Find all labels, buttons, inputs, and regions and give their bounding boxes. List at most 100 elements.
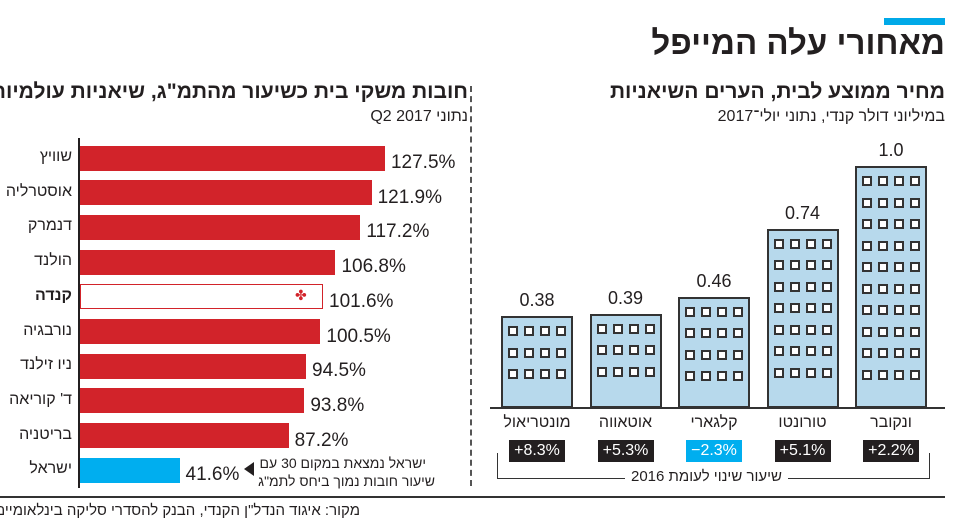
- window-icon: [910, 176, 920, 186]
- city-label: קלגארי: [690, 414, 738, 431]
- window-icon: [789, 281, 800, 292]
- window-icon: [862, 283, 872, 294]
- bar: [80, 319, 321, 344]
- window-icon: [821, 367, 832, 378]
- window-icon: [910, 283, 920, 294]
- window-icon: [524, 369, 534, 380]
- source: מקור: איגוד הנדל"ן הקנדי, הבנק להסדרי סל…: [0, 502, 360, 519]
- window-icon: [508, 326, 518, 337]
- bar-value-label: 94.5%: [312, 360, 366, 382]
- bar: [80, 353, 307, 379]
- bar-axis: [78, 138, 80, 488]
- window-icon: [733, 371, 743, 382]
- window-icon: [894, 283, 904, 294]
- window-icon: [878, 262, 888, 272]
- arrow-left-icon: [244, 462, 254, 476]
- window-icon: [805, 367, 816, 378]
- bar-value-label: 87.2%: [294, 429, 349, 451]
- bar-value-label: 93.8%: [310, 394, 365, 416]
- window-icon: [644, 366, 655, 377]
- building-bar: [766, 228, 839, 408]
- window-icon: [644, 323, 655, 334]
- window-icon: [894, 176, 904, 186]
- window-icon: [628, 323, 639, 334]
- building-bar: [855, 166, 927, 408]
- bar: [80, 388, 305, 414]
- annotation-line-2: שיעור חובות נמוך ביחס לתמ"ג: [258, 473, 435, 489]
- window-icon: [805, 238, 816, 249]
- change-badge: +8.3%: [509, 440, 565, 462]
- window-icon: [862, 262, 872, 272]
- window-icon: [878, 326, 888, 337]
- window-icon: [628, 366, 639, 377]
- debt-chart-title: חובות משקי בית כשיעור מהתמ"ג, שיאניות עו…: [0, 80, 468, 103]
- bar-category-label: ד' קוריאה: [9, 390, 72, 408]
- window-icon: [773, 367, 784, 378]
- price-chart-subtitle: במיליוני דולר קנדי, נתוני יולי־2017: [717, 108, 945, 125]
- window-icon: [612, 323, 623, 334]
- window-icon: [612, 366, 623, 377]
- bar-category-label: ישראל: [29, 460, 72, 478]
- window-icon: [789, 303, 800, 314]
- debt-chart-subtitle: נתוני Q2 2017: [370, 108, 468, 125]
- window-icon: [910, 262, 920, 272]
- window-icon: [862, 326, 872, 337]
- bar-category-label: אוסטרליה: [5, 182, 72, 200]
- footer-line: [0, 496, 945, 498]
- building-value-label: 0.46: [696, 270, 732, 291]
- window-icon: [773, 260, 784, 271]
- window-icon: [524, 326, 534, 337]
- city-label: ונקובר: [870, 414, 912, 431]
- bar-value-label: 100.5%: [326, 325, 391, 347]
- window-icon: [878, 240, 888, 251]
- city-label: אוטאווה: [598, 414, 653, 431]
- city-label: טורונטו: [778, 414, 827, 431]
- bar: [80, 423, 289, 449]
- window-icon: [701, 306, 711, 317]
- window-icon: [862, 348, 872, 358]
- window-icon: [821, 260, 832, 271]
- bar-category-label: ניו זילנד: [20, 356, 72, 374]
- window-icon: [805, 260, 816, 271]
- window-icon: [733, 349, 743, 360]
- window-icon: [894, 240, 904, 251]
- bar-value-label: 41.6%: [185, 464, 240, 486]
- window-icon: [894, 348, 904, 358]
- building-value-label: 0.39: [607, 287, 644, 308]
- window-icon: [789, 367, 800, 378]
- window-icon: [821, 324, 832, 335]
- window-icon: [685, 371, 695, 382]
- window-icon: [773, 346, 784, 357]
- window-icon: [540, 326, 550, 337]
- bar-category-label: שוויץ: [39, 148, 72, 165]
- window-icon: [894, 219, 904, 229]
- change-caption: שיעור שינוי לעומת 2016: [625, 468, 788, 485]
- window-icon: [862, 197, 872, 208]
- bar-category-label: הולנד: [34, 252, 72, 270]
- bar-value-label: 121.9%: [377, 186, 443, 208]
- window-icon: [821, 346, 832, 357]
- accent-bar: [884, 18, 945, 25]
- window-icon: [878, 197, 888, 208]
- window-icon: [733, 328, 743, 339]
- window-icon: [701, 349, 711, 360]
- divider: [470, 86, 472, 486]
- ground-line: [490, 407, 945, 409]
- window-icon: [773, 238, 784, 249]
- building-bar: [678, 296, 750, 408]
- bar-value-label: 101.6%: [329, 290, 394, 312]
- window-icon: [556, 347, 566, 358]
- window-icon: [789, 324, 800, 335]
- window-icon: [862, 240, 872, 251]
- bar: [80, 249, 336, 275]
- city-label: מונטריאול: [503, 414, 571, 431]
- change-badge: +5.3%: [597, 440, 654, 462]
- window-icon: [773, 303, 784, 314]
- bar-value-label: 127.5%: [390, 152, 456, 173]
- window-icon: [717, 328, 727, 339]
- change-badge: −2.3%: [686, 440, 742, 462]
- maple-leaf-icon: ✤: [295, 286, 307, 303]
- building-value-label: 0.74: [784, 202, 821, 223]
- bar: [80, 214, 361, 240]
